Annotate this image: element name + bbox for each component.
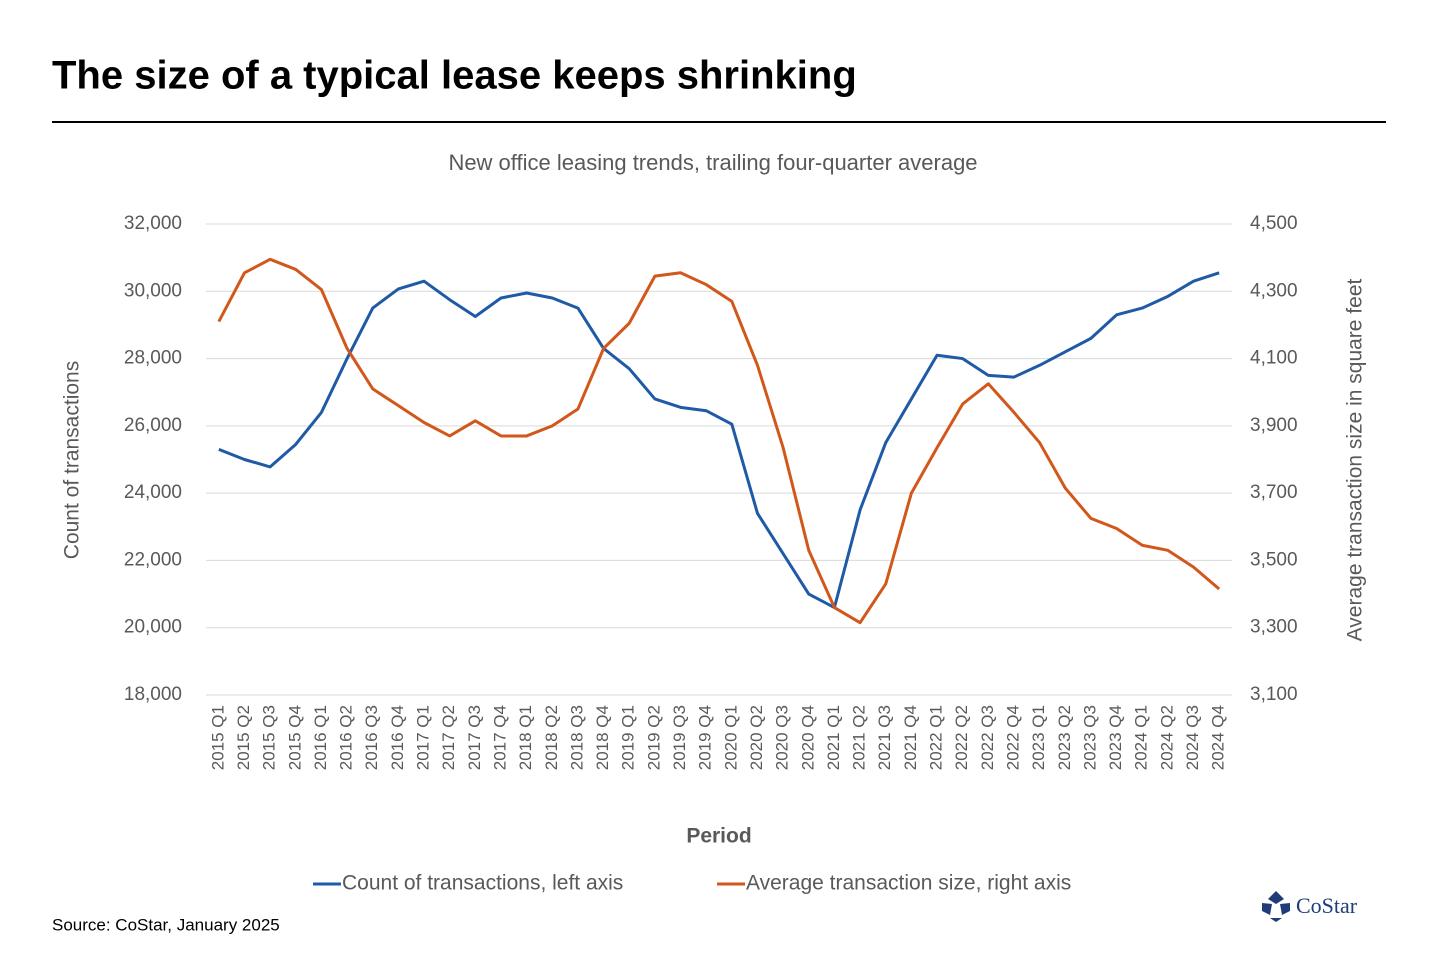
logo-icon — [1270, 918, 1282, 922]
x-tick-label: 2023 Q4 — [1106, 705, 1125, 770]
x-tick-label: 2020 Q1 — [721, 705, 740, 770]
y2-tick-label: 3,300 — [1250, 617, 1298, 638]
x-tick-label: 2021 Q4 — [901, 705, 920, 770]
x-tick-label: 2015 Q1 — [208, 705, 227, 770]
x-tick-label: 2020 Q3 — [773, 705, 792, 770]
logo-icon — [1280, 903, 1290, 915]
x-tick-label: 2019 Q1 — [619, 705, 638, 770]
y2-tick-label: 3,500 — [1250, 549, 1298, 570]
x-tick-label: 2023 Q1 — [1029, 705, 1048, 770]
y-tick-label: 28,000 — [124, 348, 182, 369]
x-tick-label: 2024 Q3 — [1183, 705, 1202, 770]
x-tick-label: 2024 Q1 — [1132, 705, 1151, 770]
x-axis-label: Period — [686, 825, 751, 848]
x-tick-label: 2016 Q2 — [337, 705, 356, 770]
x-tick-label: 2018 Q2 — [542, 705, 561, 770]
y-tick-label: 26,000 — [124, 415, 182, 436]
series-line — [217, 257, 1221, 625]
x-tick-label: 2019 Q2 — [644, 705, 663, 770]
legend-item: Count of transactions, left axis — [313, 872, 623, 895]
x-tick-label: 2022 Q1 — [927, 705, 946, 770]
x-tick-label: 2023 Q3 — [1080, 705, 1099, 770]
x-tick-label: 2018 Q1 — [516, 705, 535, 770]
x-tick-label: 2024 Q4 — [1209, 705, 1228, 770]
x-tick-label: 2018 Q3 — [567, 705, 586, 770]
y-tick-label: 24,000 — [124, 482, 182, 503]
x-tick-label: 2017 Q4 — [490, 705, 509, 770]
x-tick-label: 2019 Q4 — [696, 705, 715, 770]
y-tick-label: 30,000 — [124, 280, 182, 301]
x-tick-label: 2022 Q4 — [1003, 705, 1022, 770]
logo-icon — [1268, 891, 1284, 904]
x-tick-label: 2021 Q2 — [850, 705, 869, 770]
y2-tick-label: 4,300 — [1250, 280, 1298, 301]
logo-icon — [1262, 903, 1272, 915]
y-axis-label: Count of transactions — [61, 361, 84, 559]
x-tick-label: 2020 Q2 — [747, 705, 766, 770]
chart-subtitle: New office leasing trends, trailing four… — [448, 150, 977, 175]
x-tick-label: 2015 Q2 — [234, 705, 253, 770]
y2-tick-label: 3,900 — [1250, 415, 1298, 436]
x-tick-label: 2017 Q1 — [414, 705, 433, 770]
y-tick-label: 32,000 — [124, 213, 182, 234]
legend-label: Average transaction size, right axis — [746, 872, 1071, 895]
x-tick-label: 2022 Q3 — [978, 705, 997, 770]
x-tick-label: 2022 Q2 — [952, 705, 971, 770]
legend-label: Count of transactions, left axis — [342, 872, 623, 895]
series-line — [218, 271, 1220, 610]
x-tick-label: 2015 Q3 — [260, 705, 279, 770]
x-tick-label: 2024 Q2 — [1157, 705, 1176, 770]
y2-tick-label: 4,500 — [1250, 213, 1298, 234]
y2-axis-label: Average transaction size in square feet — [1344, 279, 1367, 642]
x-tick-label: 2018 Q4 — [593, 705, 612, 770]
y-tick-label: 18,000 — [124, 684, 182, 705]
x-tick-label: 2021 Q1 — [824, 705, 843, 770]
x-tick-label: 2017 Q2 — [439, 705, 458, 770]
legend-item: Average transaction size, right axis — [717, 872, 1071, 895]
logo: CoStar — [1262, 891, 1358, 922]
x-tick-label: 2020 Q4 — [798, 705, 817, 770]
y2-tick-label: 3,100 — [1250, 684, 1298, 705]
y2-tick-label: 4,100 — [1250, 348, 1298, 369]
x-tick-label: 2016 Q3 — [362, 705, 381, 770]
y-tick-label: 22,000 — [124, 549, 182, 570]
y-tick-label: 20,000 — [124, 617, 182, 638]
y2-tick-label: 3,700 — [1250, 482, 1298, 503]
x-tick-label: 2015 Q4 — [285, 705, 304, 770]
x-tick-label: 2021 Q3 — [875, 705, 894, 770]
x-tick-label: 2023 Q2 — [1055, 705, 1074, 770]
x-tick-label: 2019 Q3 — [670, 705, 689, 770]
chart-title: The size of a typical lease keeps shrink… — [52, 54, 857, 98]
x-tick-label: 2016 Q1 — [311, 705, 330, 770]
x-tick-label: 2016 Q4 — [388, 705, 407, 770]
source-note: Source: CoStar, January 2025 — [52, 915, 280, 934]
x-tick-label: 2017 Q3 — [465, 705, 484, 770]
logo-text: CoStar — [1296, 893, 1358, 918]
